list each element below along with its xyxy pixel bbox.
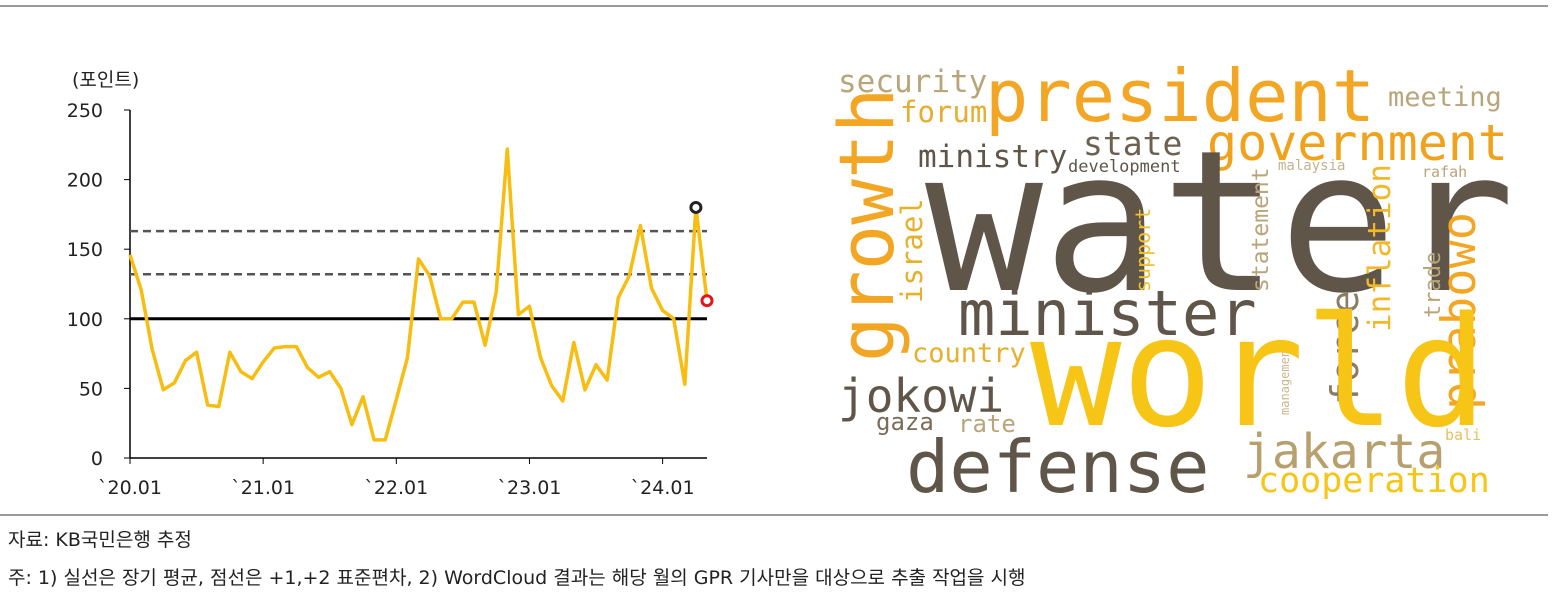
cloud-word: defense <box>906 425 1209 509</box>
y-tick-label: 0 <box>91 448 103 470</box>
footnote: 주: 1) 실선은 장기 평균, 점선은 +1,+2 표준편차, 2) Word… <box>8 567 1026 589</box>
cloud-word: forum <box>900 95 987 129</box>
cloud-word: israel <box>895 198 929 303</box>
x-tick-label: `20.01 <box>98 477 162 499</box>
cloud-word: support <box>1131 208 1155 292</box>
cloud-word: water <box>925 109 1515 337</box>
x-tick-label: `24.01 <box>631 477 695 499</box>
y-tick-label: 100 <box>67 309 103 331</box>
cloud-word: rate <box>958 410 1016 438</box>
y-tick-label: 200 <box>67 170 103 192</box>
cloud-word: government <box>1207 114 1508 172</box>
y-axis-label: (포인트) <box>72 69 139 91</box>
cloud-word: trade <box>1421 252 1446 318</box>
cloud-word: jokowi <box>838 369 1004 423</box>
series-line <box>128 147 709 442</box>
x-tick-label: `23.01 <box>498 477 562 499</box>
source-note: 자료: KB국민은행 추정 <box>8 529 192 551</box>
cloud-word: development <box>1068 157 1181 177</box>
cloud-word: minister <box>958 277 1257 350</box>
cloud-word: growth <box>822 87 911 362</box>
cloud-word: malaysia <box>1278 158 1345 174</box>
highlight-marker <box>689 200 703 214</box>
cloud-word: prabowo <box>1432 212 1487 410</box>
cloud-word: statement <box>1248 167 1274 292</box>
y-tick-label: 150 <box>67 239 103 261</box>
cloud-word: state <box>1083 124 1182 163</box>
cloud-word: ministry <box>918 139 1067 175</box>
cloud-word: force <box>1323 291 1367 405</box>
cloud-word: security <box>838 64 987 100</box>
cloud-word: management <box>1278 343 1292 415</box>
y-tick-label: 50 <box>79 378 103 400</box>
cloud-word: jakarta <box>1243 424 1445 480</box>
cloud-word: country <box>912 338 1026 369</box>
cloud-word: cooperation <box>1258 461 1490 501</box>
x-tick-label: `22.01 <box>364 477 428 499</box>
cloud-word: inflation <box>1362 164 1398 332</box>
cloud-word: president <box>985 54 1375 138</box>
x-tick-label: `21.01 <box>231 477 295 499</box>
cloud-word: meeting <box>1388 82 1502 113</box>
cloud-word: rafah <box>1422 163 1467 181</box>
cloud-word: bali <box>1445 426 1481 444</box>
y-tick-label: 250 <box>67 100 103 122</box>
cloud-word: world <box>1030 284 1488 461</box>
highlight-marker <box>700 294 714 308</box>
cloud-word: gaza <box>876 408 934 436</box>
